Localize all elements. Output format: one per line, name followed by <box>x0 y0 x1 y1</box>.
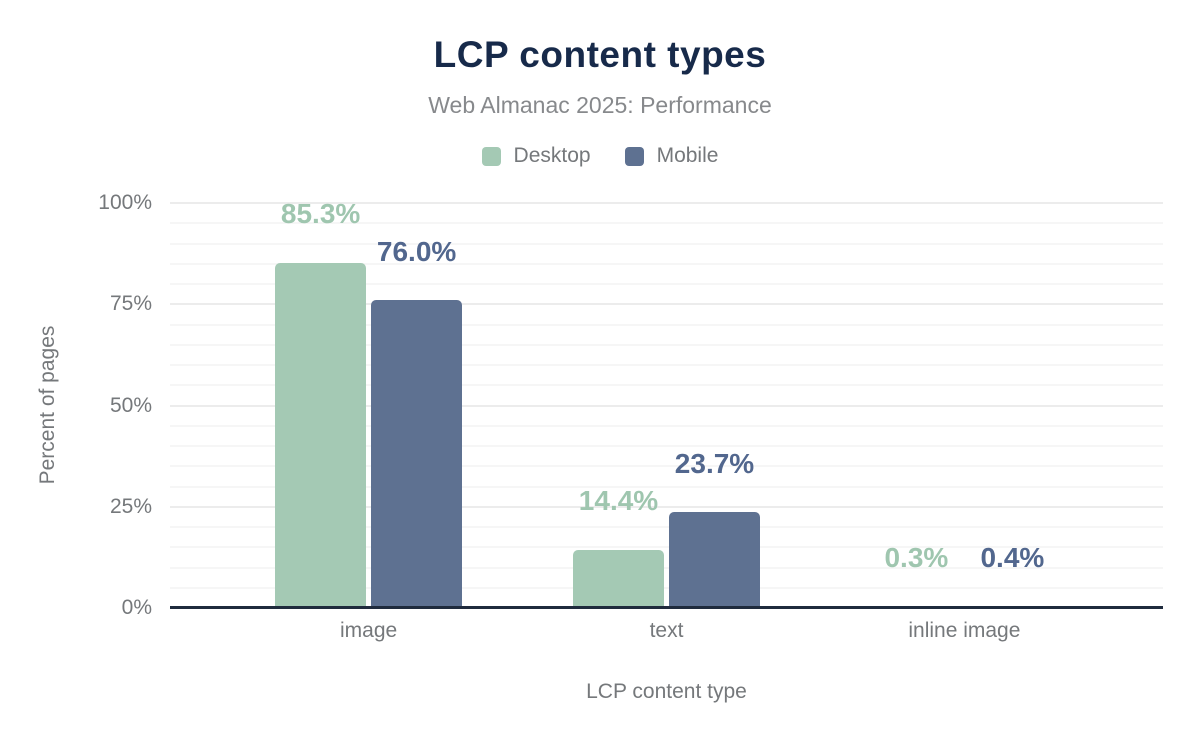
minor-gridline <box>170 323 1163 326</box>
minor-gridline <box>170 485 1163 488</box>
legend: Desktop Mobile <box>0 144 1200 168</box>
value-label-desktop-text: 14.4% <box>578 485 659 517</box>
value-label-mobile-image: 76.0% <box>376 235 457 267</box>
y-tick-label: 50% <box>109 393 152 417</box>
legend-label: Mobile <box>656 144 719 167</box>
major-gridline <box>170 505 1163 508</box>
y-tick-label: 75% <box>109 292 152 316</box>
legend-item-desktop: Desktop <box>481 144 591 168</box>
x-tick-label-text: text <box>649 619 684 642</box>
minor-gridline <box>170 526 1163 528</box>
bar-desktop-text <box>573 549 664 608</box>
x-tick-label-image: image <box>339 619 398 642</box>
minor-gridline <box>170 384 1163 387</box>
minor-gridline <box>170 566 1163 569</box>
minor-gridline <box>170 222 1163 225</box>
major-gridline <box>170 202 1163 204</box>
y-tick-label: 100% <box>98 191 152 214</box>
x-axis-title: LCP content type <box>586 680 747 703</box>
legend-item-mobile: Mobile <box>624 144 719 168</box>
major-gridline <box>170 404 1163 407</box>
x-axis-line <box>170 606 1163 609</box>
value-label-mobile-inline-image: 0.4% <box>980 541 1045 573</box>
legend-label: Desktop <box>513 144 591 167</box>
value-label-desktop-inline-image: 0.3% <box>884 542 949 574</box>
bar-desktop-image <box>275 262 367 608</box>
minor-gridline <box>170 242 1163 245</box>
x-tick-label-inline-image: inline image <box>908 619 1021 642</box>
major-gridline <box>170 303 1163 306</box>
value-label-mobile-text: 23.7% <box>674 447 755 479</box>
y-tick-label: 0% <box>121 596 152 619</box>
minor-gridline <box>170 262 1163 265</box>
plot-area: 85.3% 76.0% 14.4% 23.7% 0.3% 0.4% <box>170 198 1163 609</box>
minor-gridline <box>170 445 1163 447</box>
minor-gridline <box>170 586 1163 589</box>
minor-gridline <box>170 364 1163 366</box>
legend-swatch-icon <box>481 146 501 166</box>
minor-gridline <box>170 424 1163 427</box>
minor-gridline <box>170 465 1163 468</box>
legend-swatch-icon <box>624 146 644 166</box>
minor-gridline <box>170 343 1163 346</box>
chart-subtitle: Web Almanac 2025: Performance <box>428 92 772 118</box>
minor-gridline <box>170 283 1163 285</box>
y-tick-label: 25% <box>109 494 152 518</box>
value-label-desktop-image: 85.3% <box>280 198 361 230</box>
bar-mobile-text <box>669 512 760 608</box>
bar-mobile-image <box>371 300 463 608</box>
chart-title: LCP content types <box>433 34 767 75</box>
minor-gridline <box>170 546 1163 549</box>
